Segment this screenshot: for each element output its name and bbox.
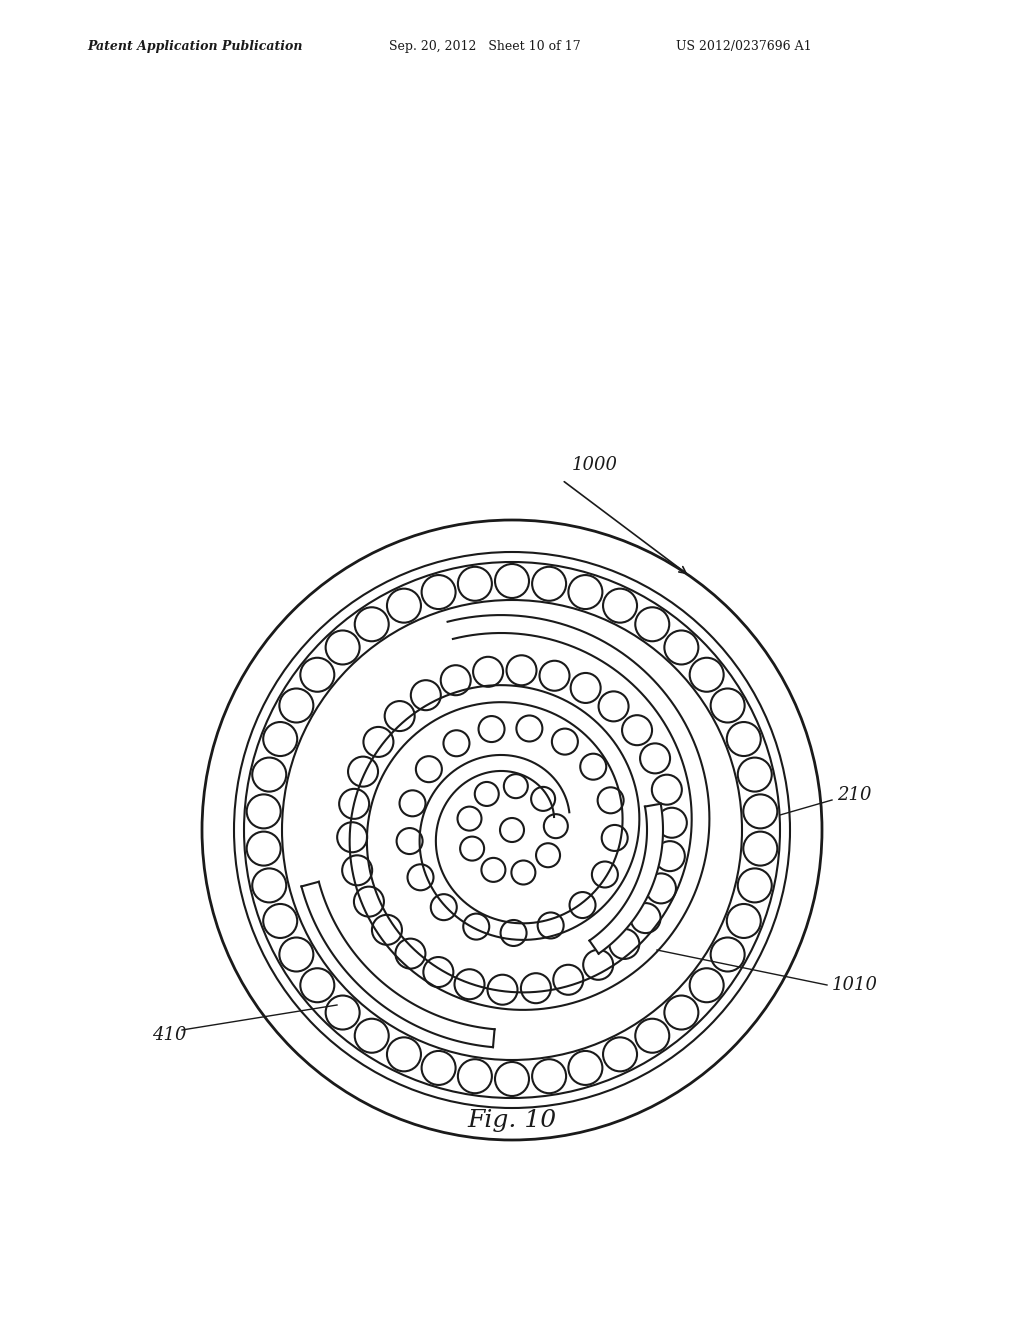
Text: US 2012/0237696 A1: US 2012/0237696 A1 xyxy=(676,40,811,53)
Text: Sep. 20, 2012   Sheet 10 of 17: Sep. 20, 2012 Sheet 10 of 17 xyxy=(389,40,581,53)
Text: 210: 210 xyxy=(837,785,871,804)
Text: Fig. 10: Fig. 10 xyxy=(467,1109,557,1131)
Text: 1000: 1000 xyxy=(572,455,618,474)
Text: 410: 410 xyxy=(152,1026,186,1044)
Text: 1010: 1010 xyxy=(831,975,878,994)
Polygon shape xyxy=(590,804,663,953)
Text: Patent Application Publication: Patent Application Publication xyxy=(87,40,302,53)
Polygon shape xyxy=(301,882,495,1047)
